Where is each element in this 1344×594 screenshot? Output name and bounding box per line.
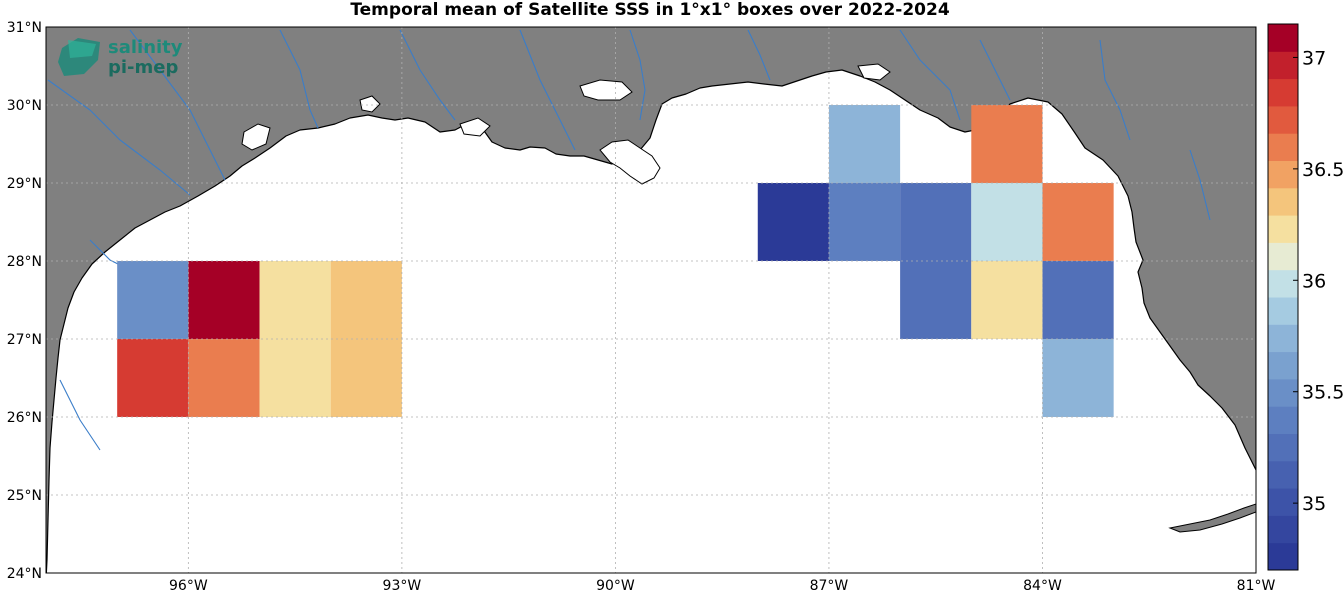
colorbar-swatch bbox=[1268, 378, 1298, 407]
lat-tick-label: 30°N bbox=[7, 98, 42, 114]
map-frame bbox=[45, 26, 1257, 574]
lat-tick-label: 27°N bbox=[7, 332, 42, 348]
lon-tick-label: 84°W bbox=[1023, 578, 1062, 594]
colorbar-swatch bbox=[1268, 542, 1298, 571]
colorbar-swatch bbox=[1268, 78, 1298, 107]
colorbar-swatch bbox=[1268, 187, 1298, 216]
rivers bbox=[47, 29, 1211, 451]
sss-cell bbox=[117, 261, 189, 339]
colorbar-tick-label: 36.5 bbox=[1302, 159, 1344, 181]
lat-tick-label: 31°N bbox=[7, 20, 42, 36]
colorbar-swatch bbox=[1268, 351, 1298, 380]
lon-tick-label: 87°W bbox=[810, 578, 849, 594]
colorbar-swatch bbox=[1268, 406, 1298, 434]
colorbar-swatch bbox=[1268, 133, 1298, 161]
bay-galveston bbox=[241, 123, 271, 151]
colorbar-swatch bbox=[1268, 269, 1298, 298]
lake-sabine bbox=[359, 95, 381, 113]
sss-cell bbox=[828, 105, 901, 183]
sss-cell bbox=[330, 261, 402, 339]
sss-cell bbox=[828, 183, 901, 261]
sss-cells bbox=[117, 105, 1114, 417]
salinity-pimep-logo: salinity pi-mep bbox=[58, 37, 183, 78]
lon-tick-label: 81°W bbox=[1237, 578, 1276, 594]
sss-cell bbox=[900, 183, 972, 261]
lat-tick-label: 26°N bbox=[7, 410, 42, 426]
colorbar-swatch bbox=[1268, 433, 1298, 462]
grid-lines bbox=[46, 26, 1257, 574]
colorbar-swatch bbox=[1268, 215, 1298, 243]
florida-keys bbox=[1168, 503, 1256, 533]
colorbar-swatch bbox=[1268, 297, 1298, 325]
lon-tick-label: 93°W bbox=[383, 578, 422, 594]
logo-line2: pi-mep bbox=[108, 57, 178, 78]
sss-cell bbox=[900, 261, 972, 339]
colorbar-swatch bbox=[1268, 105, 1298, 134]
sss-cell bbox=[971, 183, 1043, 261]
sss-cell bbox=[1042, 339, 1114, 417]
lat-tick-label: 25°N bbox=[7, 488, 42, 504]
sss-cell bbox=[971, 261, 1043, 339]
sss-cell bbox=[330, 339, 402, 417]
sss-cell bbox=[188, 261, 260, 339]
colorbar-swatch bbox=[1268, 51, 1298, 80]
colorbar-tick-label: 36 bbox=[1302, 270, 1326, 292]
bay-mobile bbox=[857, 63, 891, 81]
colorbar-swatch bbox=[1268, 242, 1298, 271]
colorbar-tick-label: 35 bbox=[1302, 493, 1326, 515]
sss-cell bbox=[1042, 261, 1114, 339]
colorbar-swatch bbox=[1268, 160, 1298, 189]
colorbar: 35 35.5 36 36.5 37 bbox=[1267, 23, 1344, 571]
colorbar-swatch bbox=[1268, 515, 1298, 544]
sss-cell bbox=[757, 183, 829, 261]
sss-cell bbox=[1042, 183, 1114, 261]
sss-cell bbox=[117, 339, 189, 417]
chart-title: Temporal mean of Satellite SSS in 1°x1° … bbox=[350, 0, 950, 20]
colorbar-swatch bbox=[1268, 488, 1298, 516]
sss-cell bbox=[259, 339, 331, 417]
colorbar-swatch bbox=[1268, 24, 1298, 52]
colorbar-frame bbox=[1267, 23, 1299, 571]
logo-line1: salinity bbox=[108, 37, 183, 58]
lake-pontchartrain bbox=[579, 79, 633, 101]
colorbar-swatch bbox=[1268, 324, 1298, 353]
lon-tick-labels: 96°W 93°W 90°W 87°W 84°W 81°W bbox=[169, 578, 1275, 594]
sss-cell bbox=[971, 105, 1043, 183]
colorbar-tick-label: 37 bbox=[1302, 47, 1326, 69]
sss-cell bbox=[188, 339, 260, 417]
land-layer bbox=[46, 27, 1256, 573]
colorbar-tick-label: 35.5 bbox=[1302, 382, 1344, 404]
lon-tick-label: 96°W bbox=[169, 578, 208, 594]
sss-cell bbox=[259, 261, 331, 339]
colorbar-swatch bbox=[1268, 460, 1298, 489]
lat-tick-label: 24°N bbox=[7, 566, 42, 582]
bay-apalachee bbox=[459, 117, 491, 137]
lat-tick-label: 29°N bbox=[7, 176, 42, 192]
lat-tick-label: 28°N bbox=[7, 254, 42, 270]
lon-tick-label: 90°W bbox=[596, 578, 635, 594]
land-mississippi-delta bbox=[599, 139, 661, 185]
lat-tick-labels: 24°N 25°N 26°N 27°N 28°N 29°N 30°N 31°N bbox=[7, 20, 42, 582]
